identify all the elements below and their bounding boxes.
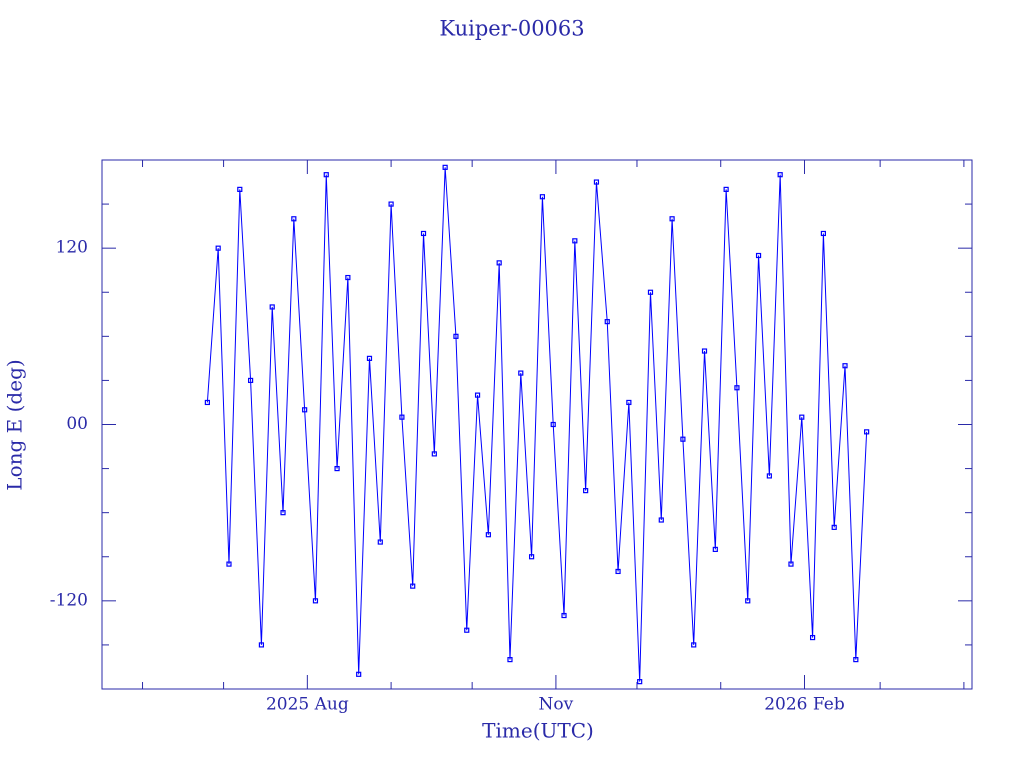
data-point (431, 451, 437, 457)
data-point (853, 657, 859, 663)
data-point (496, 260, 502, 266)
data-point (442, 164, 448, 170)
data-point (302, 407, 308, 413)
data-point (215, 245, 221, 251)
data-point (291, 216, 297, 222)
data-point (691, 642, 697, 648)
data-point (820, 230, 826, 237)
data-point (583, 488, 589, 494)
data-point (420, 230, 427, 237)
data-point (701, 348, 708, 354)
data-point (248, 377, 254, 384)
data-point (788, 561, 794, 567)
data-point (647, 289, 654, 295)
data-point (312, 598, 319, 604)
data-point (561, 612, 567, 619)
data-point (453, 333, 459, 339)
data-point (680, 436, 686, 442)
chart-title: Kuiper-00063 (439, 17, 584, 41)
data-point (377, 539, 383, 545)
data-point (712, 546, 718, 553)
data-point (777, 172, 783, 178)
data-point (626, 399, 632, 406)
data-point (539, 194, 546, 200)
data-point (474, 392, 481, 398)
data-point (226, 561, 232, 567)
data-point (345, 274, 351, 281)
y-tick-label: 00 (66, 414, 88, 434)
data-point (593, 179, 600, 185)
data-point (842, 363, 848, 369)
data-point (864, 429, 870, 435)
data-point (485, 532, 491, 538)
data-point (637, 679, 643, 685)
data-point (280, 510, 286, 516)
data-point (669, 216, 675, 222)
data-point (831, 524, 837, 530)
x-tick-label: Nov (539, 695, 574, 715)
y-axis-label: Long E (deg) (3, 359, 27, 490)
data-point (334, 465, 340, 472)
data-point (204, 399, 210, 406)
data-point (388, 201, 394, 207)
data-point (766, 473, 772, 479)
y-tick-label: -120 (50, 590, 88, 610)
data-point (356, 671, 362, 677)
data-point (755, 252, 762, 259)
data-point (799, 414, 805, 420)
data-point (464, 627, 470, 633)
data-point (658, 517, 664, 523)
data-point (410, 583, 416, 589)
data-point (745, 598, 751, 604)
x-tick-label: 2025 Aug (266, 695, 349, 715)
data-point (723, 186, 729, 192)
data-point (269, 304, 275, 310)
data-point (572, 238, 578, 244)
data-point (366, 355, 373, 361)
data-point (734, 385, 740, 391)
data-point (237, 186, 243, 192)
data-point (550, 421, 556, 428)
data-point (507, 657, 513, 663)
data-point (518, 370, 524, 376)
y-tick-label: 120 (56, 238, 88, 258)
data-line (206, 167, 868, 682)
x-axis-label: Time(UTC) (482, 719, 594, 743)
data-point (809, 634, 816, 641)
data-point (399, 414, 405, 420)
data-point (604, 319, 610, 325)
data-point (528, 554, 535, 560)
data-point (323, 172, 329, 178)
data-point (615, 568, 621, 575)
data-point (258, 642, 265, 648)
x-tick-label: 2026 Feb (764, 695, 845, 715)
